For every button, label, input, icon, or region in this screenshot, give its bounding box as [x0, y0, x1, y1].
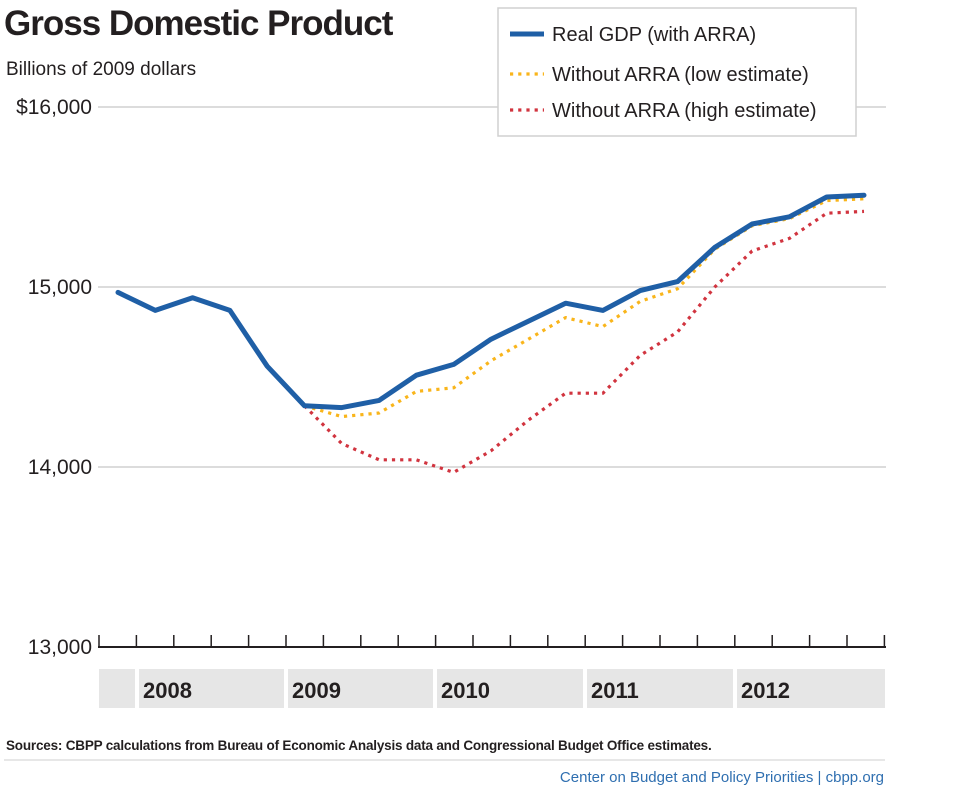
y-tick-label: 14,000: [28, 456, 92, 479]
legend-label: Real GDP (with ARRA): [552, 24, 756, 46]
credit-line[interactable]: Center on Budget and Policy Priorities |…: [560, 769, 884, 786]
y-tick-label: 13,000: [28, 636, 92, 659]
x-year-label: 2008: [143, 678, 192, 703]
legend: Real GDP (with ARRA) Without ARRA (low es…: [497, 7, 857, 137]
y-tick-label: 15,000: [28, 276, 92, 299]
y-axis-tick-labels: $16,000 15,000 14,000 13,000: [16, 96, 92, 659]
legend-box: [497, 7, 857, 137]
year-band: [99, 669, 885, 708]
series-line-without-arra-high: [303, 209, 865, 474]
x-year-label: 2010: [441, 678, 490, 703]
x-year-label: 2011: [591, 678, 639, 703]
series-lines: [115, 192, 867, 474]
y-tick-label: $16,000: [16, 96, 92, 119]
legend-label: Without ARRA (low estimate): [552, 64, 809, 86]
sources-note: Sources: CBPP calculations from Bureau o…: [6, 738, 712, 753]
x-year-label: 2012: [741, 678, 790, 703]
x-year-label: 2009: [292, 678, 341, 703]
legend-label: Without ARRA (high estimate): [552, 100, 817, 122]
series-line-real-gdp: [115, 192, 867, 411]
x-axis: 2008 2009 2010 2011 2012: [98, 635, 886, 708]
chart-subtitle: Billions of 2009 dollars: [6, 59, 196, 80]
gridlines: [98, 106, 886, 468]
chart-title: Gross Domestic Product: [4, 4, 394, 43]
